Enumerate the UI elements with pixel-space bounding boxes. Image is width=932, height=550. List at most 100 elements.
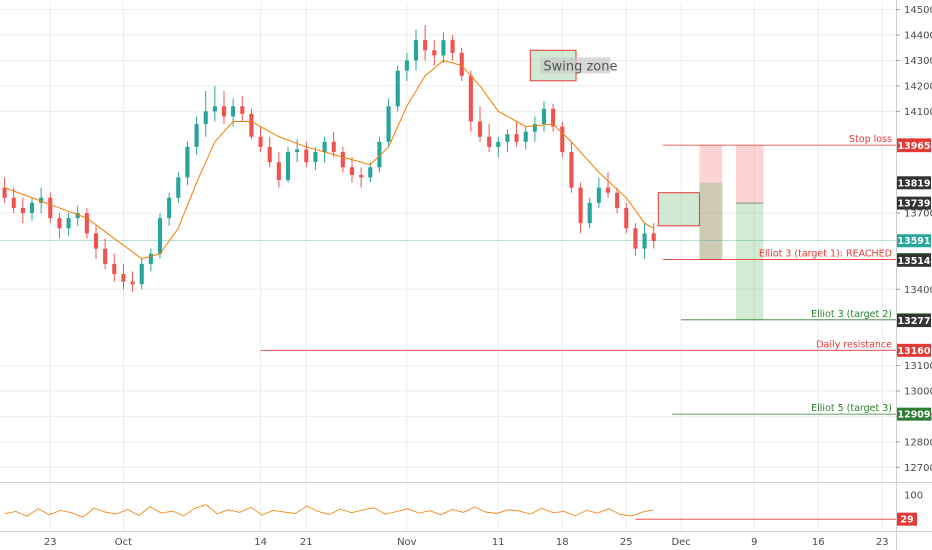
position-reward-area — [699, 182, 723, 260]
swing-zone-label-bg — [540, 57, 611, 74]
candle-body — [505, 134, 510, 142]
candle-body — [221, 106, 227, 117]
candle-body — [240, 106, 245, 114]
candle-body — [29, 202, 35, 214]
time-axis[interactable]: 23 Oct 14 21 Nov 11 18 25 Dec 9 16 23 — [44, 537, 889, 548]
candle-body — [349, 167, 355, 175]
oscillator-line — [4, 504, 654, 518]
grid — [0, 2, 896, 531]
x-tick-label: Nov — [397, 537, 417, 548]
y-tick-label: 14200 — [904, 81, 932, 92]
x-tick-label: 16 — [812, 537, 825, 548]
candle-body — [75, 213, 80, 219]
candle-body — [304, 149, 309, 163]
candle-body — [212, 106, 217, 112]
osc-level-badge-label: 29 — [900, 515, 913, 526]
level-label: Daily resistance — [816, 339, 892, 350]
candles-layer — [2, 24, 656, 292]
candle-body — [487, 136, 492, 147]
candle-body — [130, 281, 135, 285]
candle-body — [276, 162, 281, 180]
candle-body — [2, 187, 7, 198]
candle-body — [93, 233, 99, 249]
y-tick-label: 14400 — [904, 31, 932, 42]
candle-body — [267, 146, 272, 163]
candle-body — [651, 233, 656, 241]
annotations-layer: Stop loss Elliot 3 (target 1): REACHED Ell… — [759, 134, 892, 414]
candle-body — [11, 197, 16, 208]
x-tick-label: Oct — [115, 537, 132, 548]
candle-body — [615, 192, 620, 208]
osc-tick-label: 100 — [904, 491, 923, 502]
candle-body — [57, 218, 62, 229]
x-tick-label: 11 — [492, 537, 505, 548]
price-badge — [897, 196, 931, 210]
price-badge — [897, 253, 931, 267]
candle-body — [203, 111, 208, 125]
candle-body — [624, 207, 629, 229]
price-axis[interactable]: 14500 14400 14300 14200 14100 13700 13400 13100… — [896, 5, 932, 474]
price-badge-label: 12909 — [897, 410, 930, 421]
candle-body — [404, 60, 409, 71]
level-label: Stop loss — [849, 134, 892, 145]
candle-body — [560, 126, 565, 153]
position-risk-area — [736, 145, 764, 204]
candle-body — [121, 274, 126, 282]
candle-body — [605, 187, 611, 193]
candle-body — [532, 124, 537, 132]
candle-body — [496, 141, 501, 147]
x-tick-label: 18 — [556, 537, 569, 548]
candle-body — [441, 40, 446, 56]
candle-body — [39, 197, 44, 203]
candle-body — [157, 218, 163, 254]
candle-body — [578, 187, 583, 224]
candle-body — [514, 134, 519, 142]
candle-body — [148, 253, 153, 264]
candle-body — [112, 263, 117, 275]
candle-body — [596, 187, 601, 203]
level-label: Elliot 3 (target 2) — [811, 309, 892, 320]
candle-body — [231, 106, 236, 117]
price-badge-label: 13819 — [897, 178, 930, 189]
candle-body — [377, 141, 382, 168]
candle-body — [477, 121, 483, 137]
candle-body — [285, 152, 291, 180]
price-badge — [897, 314, 931, 328]
candle-body — [331, 141, 336, 153]
candle-body — [84, 213, 89, 234]
candle-body — [633, 228, 638, 249]
candle-body — [468, 75, 473, 122]
candle-body — [359, 174, 364, 178]
candle-body — [523, 131, 528, 142]
candle-body — [48, 197, 53, 219]
level-lines-layer — [0, 144, 896, 415]
price-badge-label: 13277 — [897, 316, 930, 327]
candle-body — [20, 207, 25, 214]
price-badge — [897, 234, 931, 248]
y-tick-label: 12700 — [904, 463, 932, 474]
candle-body — [176, 177, 181, 198]
x-tick-label: 9 — [751, 537, 757, 548]
candle-body — [450, 40, 455, 53]
position-reward-area — [736, 203, 764, 320]
candle-body — [139, 263, 144, 285]
level-label: Elliot 5 (target 3) — [811, 403, 892, 414]
candle-body — [322, 141, 327, 153]
position-risk-area — [699, 145, 723, 260]
entry-zone-box — [657, 192, 700, 227]
price-badge-label: 13591 — [897, 236, 930, 247]
candle-body — [340, 152, 345, 168]
candle-body — [194, 124, 199, 147]
price-badge — [897, 407, 931, 421]
candle-body — [249, 113, 254, 137]
candle-body — [66, 218, 71, 229]
x-tick-label: 23 — [44, 537, 57, 548]
candle-body — [313, 152, 318, 163]
candle-body — [413, 40, 419, 61]
candle-body — [395, 70, 400, 107]
candle-body — [103, 248, 108, 264]
candle-body — [541, 108, 547, 125]
candle-body — [569, 152, 574, 188]
